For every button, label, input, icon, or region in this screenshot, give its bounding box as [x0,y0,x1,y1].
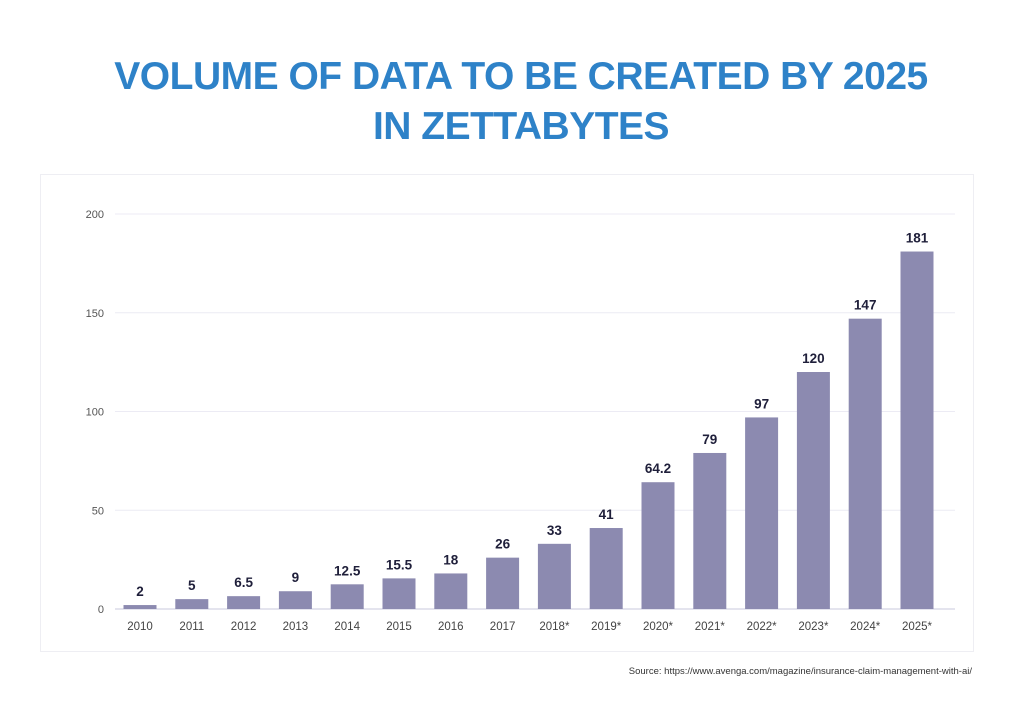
bar [745,417,779,609]
value-label: 64.2 [645,461,671,476]
bar [486,557,520,609]
chart-title: VOLUME OF DATA TO BE CREATED BY 2025 IN … [0,52,1024,152]
bar [227,596,261,609]
bars [123,251,934,609]
value-label: 181 [906,231,929,246]
chart-title-line-2: IN ZETTABYTES [372,105,670,148]
x-tick-label: 2018* [539,621,570,633]
value-label: 79 [702,432,717,447]
x-tick-label: 2022* [747,621,778,633]
x-tick-label: 2010 [127,621,153,633]
bar [693,452,727,609]
y-tick-label: 50 [92,505,104,517]
x-tick-label: 2012 [231,621,257,633]
value-label: 15.5 [386,557,413,572]
x-tick-label: 2014 [334,621,360,633]
bar [537,543,571,609]
x-tick-label: 2020* [643,621,674,633]
y-axis: 0 50 100 150 200 [86,209,104,616]
x-tick-label: 2013 [283,621,309,633]
y-tick-label: 0 [98,604,104,616]
x-axis: 2010 2011 2012 2013 2014 2015 2016 2017 2018* 201… [127,621,932,633]
bar [330,584,364,609]
bar [641,482,675,609]
x-tick-label: 2017 [490,621,516,633]
x-tick-label: 2023* [798,621,829,633]
bar [796,372,830,609]
value-label: 97 [754,396,769,411]
value-label: 2 [136,584,144,599]
x-tick-label: 2011 [179,621,204,633]
bar [900,251,934,609]
y-tick-label: 100 [86,407,104,419]
y-tick-label: 150 [86,308,104,320]
bar [382,578,416,609]
value-label: 147 [854,298,877,313]
value-label: 12.5 [334,563,361,578]
x-tick-label: 2024* [850,621,881,633]
bar [123,605,157,609]
y-tick-label: 200 [86,209,104,221]
value-label: 26 [495,537,511,552]
bar [175,599,209,609]
bar [278,591,312,609]
x-tick-label: 2021* [695,621,726,633]
x-tick-label: 2025* [902,621,933,633]
bar [848,318,882,609]
chart-title-line-1: VOLUME OF DATA TO BE CREATED BY 2025 [114,55,928,98]
source-note: Source: https://www.avenga.com/magazine/… [628,666,972,677]
value-label: 5 [188,578,196,593]
value-label: 41 [599,507,615,522]
value-labels: 2 5 6.5 9 12.5 15.5 18 26 33 41 64.2 79 97 120 147 181 [136,231,929,600]
value-label: 33 [547,523,563,538]
bar [434,573,468,609]
value-label: 6.5 [234,575,253,590]
value-label: 9 [292,570,300,585]
x-tick-label: 2016 [438,621,464,633]
value-label: 18 [443,552,459,567]
value-label: 120 [802,351,825,366]
bar [589,528,623,609]
x-tick-label: 2019* [591,621,622,633]
x-tick-label: 2015 [386,621,412,633]
